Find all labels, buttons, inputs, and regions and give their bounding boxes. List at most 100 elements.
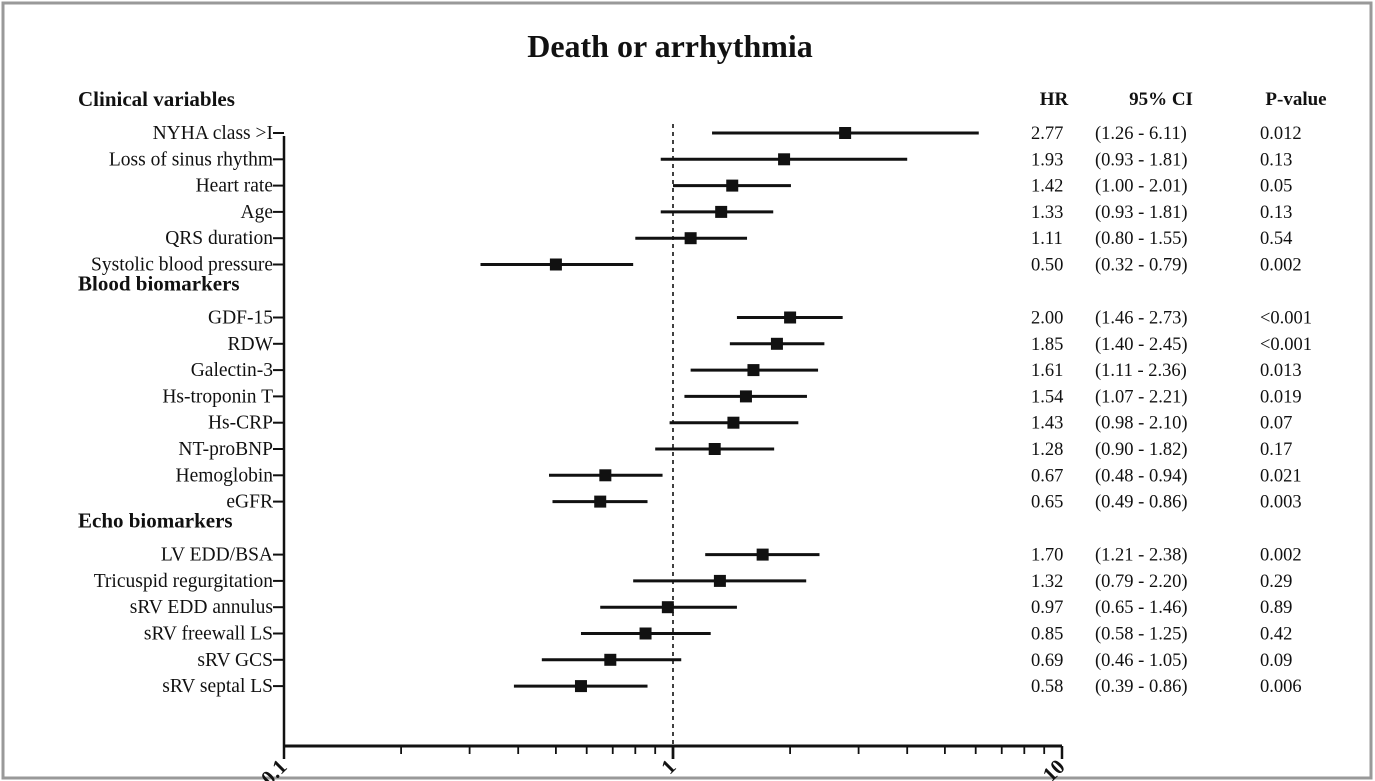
forest-row: GDF-15 2.00 (1.46 - 2.73) <0.001 [208,308,1312,329]
forest-row: Loss of sinus rhythm 1.93 (0.93 - 1.81) 0.1… [109,149,1293,170]
forest-row: Galectin-3 1.61 (1.11 - 2.36) 0.013 [191,360,1302,381]
ci-value: (0.90 - 1.82) [1095,440,1187,460]
forest-row: sRV freewall LS 0.85 (0.58 - 1.25) 0.42 [144,624,1293,645]
p-value: 0.003 [1260,493,1302,513]
row-label: Systolic blood pressure [91,255,273,276]
row-label: Heart rate [196,176,273,197]
ci-value: (1.11 - 2.36) [1095,361,1187,381]
ci-value: (0.65 - 1.46) [1095,598,1187,618]
hr-point [727,416,740,429]
column-header-p: P-value [1265,89,1326,110]
ci-value: (0.48 - 0.94) [1095,466,1187,486]
forest-row: sRV GCS 0.69 (0.46 - 1.05) 0.09 [197,650,1292,671]
hr-value: 2.00 [1031,309,1063,329]
hr-point [549,258,562,271]
hr-point [726,179,739,192]
row-label: Hemoglobin [176,465,274,486]
hr-value: 0.67 [1031,466,1063,486]
forest-row: Systolic blood pressure 0.50 (0.32 - 0.79)… [91,255,1302,276]
row-label: sRV GCS [197,650,273,671]
row-label: GDF-15 [208,308,273,329]
ci-value: (1.40 - 2.45) [1095,335,1187,355]
row-label: sRV EDD annulus [130,597,273,618]
hr-value: 0.65 [1031,493,1063,513]
hr-point [599,469,612,482]
ci-value: (0.39 - 0.86) [1095,677,1187,697]
hr-point [639,627,652,640]
p-value: 0.09 [1260,651,1292,671]
ci-value: (0.49 - 0.86) [1095,493,1187,513]
p-value: <0.001 [1260,335,1312,355]
hr-point [661,601,674,614]
hr-point [604,653,617,666]
forest-row: NYHA class >I 2.77 (1.26 - 6.11) 0.012 [153,123,1302,144]
row-label: sRV freewall LS [144,624,273,645]
chart-title: Death or arrhythmia [527,28,813,64]
ci-value: (0.32 - 0.79) [1095,256,1187,276]
group-heading: Clinical variables [78,87,235,111]
ci-value: (0.79 - 2.20) [1095,572,1187,592]
hr-point [708,443,721,455]
row-label: sRV septal LS [162,676,273,697]
forest-row: eGFR 0.65 (0.49 - 0.86) 0.003 [226,492,1301,513]
forest-row: Hemoglobin 0.67 (0.48 - 0.94) 0.021 [176,465,1302,486]
ci-value: (0.98 - 2.10) [1095,414,1187,434]
forest-row: sRV septal LS 0.58 (0.39 - 0.86) 0.006 [162,676,1301,697]
row-label: QRS duration [165,228,273,249]
ci-value: (0.46 - 1.05) [1095,651,1187,671]
hr-value: 1.32 [1031,572,1063,592]
column-header-ci: 95% CI [1129,89,1193,110]
hr-point [756,548,769,561]
row-label: Age [241,202,274,223]
hr-value: 1.54 [1031,387,1063,407]
hr-value: 1.43 [1031,414,1063,434]
ci-value: (0.80 - 1.55) [1095,229,1187,249]
hr-value: 0.97 [1031,598,1063,618]
hr-value: 1.93 [1031,150,1063,170]
group-heading: Blood biomarkers [78,272,240,296]
p-value: 0.07 [1260,414,1292,434]
p-value: 0.13 [1260,150,1292,170]
hr-point [715,205,728,218]
forest-row: LV EDD/BSA 1.70 (1.21 - 2.38) 0.002 [161,545,1302,566]
group-heading: Echo biomarkers [78,509,233,533]
hr-value: 1.61 [1031,361,1063,381]
ci-value: (1.46 - 2.73) [1095,309,1187,329]
hr-value: 1.11 [1031,229,1063,249]
ci-value: (0.58 - 1.25) [1095,625,1187,645]
ci-value: (1.07 - 2.21) [1095,387,1187,407]
forest-row: Hs-CRP 1.43 (0.98 - 2.10) 0.07 [208,413,1292,434]
p-value: 0.54 [1260,229,1292,249]
column-header-hr: HR [1040,89,1069,110]
hr-point [684,232,697,245]
forest-row: RDW 1.85 (1.40 - 2.45) <0.001 [228,334,1313,355]
row-label: RDW [228,334,274,355]
hr-value: 1.28 [1031,440,1063,460]
row-label: Loss of sinus rhythm [109,149,273,170]
ci-value: (0.93 - 1.81) [1095,203,1187,223]
hr-value: 1.33 [1031,203,1063,223]
forest-row: NT-proBNP 1.28 (0.90 - 1.82) 0.17 [178,439,1292,460]
p-value: 0.13 [1260,203,1292,223]
hr-point [594,495,607,508]
p-value: 0.05 [1260,177,1292,197]
hr-value: 1.85 [1031,335,1063,355]
p-value: 0.17 [1260,440,1292,460]
hr-value: 1.70 [1031,546,1063,566]
ci-value: (1.21 - 2.38) [1095,546,1187,566]
p-value: 0.012 [1260,124,1302,144]
p-value: 0.29 [1260,572,1292,592]
hr-point [713,574,726,587]
p-value: 0.021 [1260,466,1302,486]
hr-point [839,127,852,139]
hr-value: 1.42 [1031,177,1063,197]
ci-value: (0.93 - 1.81) [1095,150,1187,170]
row-label: eGFR [226,492,273,513]
rows-layer: Clinical variables NYHA class >I 2.77 (1.26… [78,87,1312,697]
hr-value: 0.58 [1031,677,1063,697]
row-label: Tricuspid regurgitation [94,571,274,592]
forest-row: Tricuspid regurgitation 1.32 (0.79 - 2.20)… [94,571,1293,592]
hr-value: 0.69 [1031,651,1063,671]
